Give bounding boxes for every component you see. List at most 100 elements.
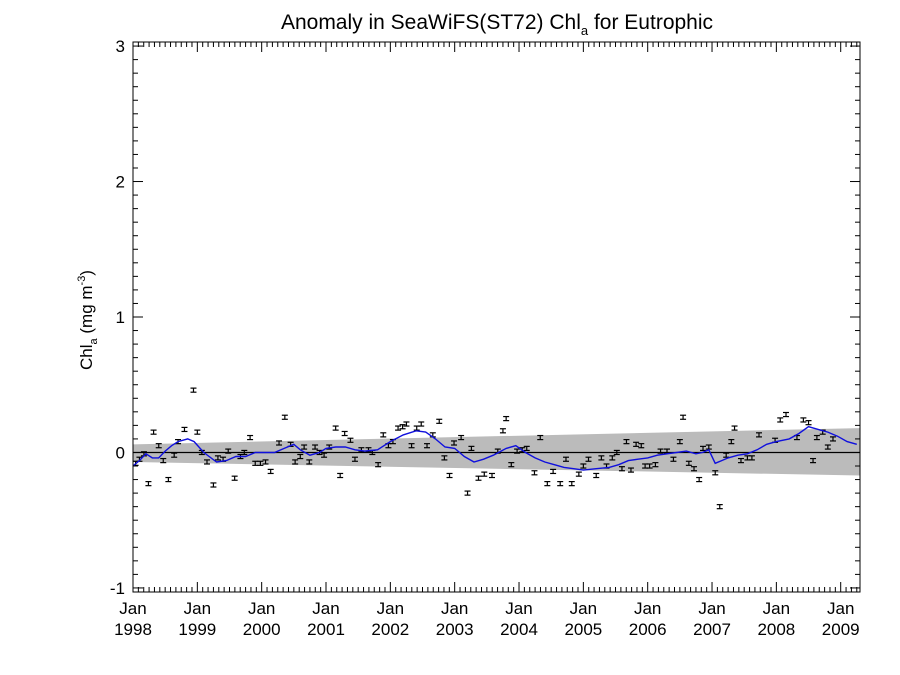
data-point (257, 460, 264, 466)
x-tick-label-year: 2002 (371, 620, 409, 639)
data-point (468, 445, 475, 452)
data-point (451, 440, 458, 446)
data-point (712, 470, 719, 476)
data-point (441, 455, 448, 461)
data-point (685, 460, 692, 466)
data-point (418, 421, 425, 427)
data-point (680, 414, 687, 420)
y-axis-label: Chla (mg m-3) (76, 270, 100, 370)
data-point (475, 475, 482, 481)
data-point (829, 436, 836, 442)
data-point (824, 444, 831, 450)
data-point (413, 425, 420, 431)
chart-title-subscript: a (581, 23, 589, 38)
data-point (728, 438, 735, 445)
data-point (488, 472, 495, 479)
data-point (252, 460, 259, 466)
data-point (458, 434, 465, 441)
data-point (585, 456, 592, 462)
data-point (575, 471, 582, 477)
y-axis-label-subscript: a (88, 337, 100, 344)
y-axis-label-group: Chla (mg m-3) (76, 270, 100, 370)
y-axis-label-units-close: ) (77, 270, 96, 276)
x-tick-label-month: Jan (827, 599, 854, 618)
data-point (155, 443, 162, 449)
data-point (800, 417, 807, 423)
x-tick-label-year: 2003 (436, 620, 474, 639)
data-point (395, 425, 402, 431)
data-point (783, 411, 790, 418)
data-point (165, 476, 172, 483)
data-point (646, 463, 653, 469)
data-point (267, 468, 274, 475)
x-tick-label-month: Jan (634, 599, 661, 618)
data-point (531, 470, 538, 476)
data-point (297, 453, 304, 460)
axes: -1 0 1 2 3 Jan 1998 Jan 1999 Jan 2000 Jan 2001 Jan 200… (110, 37, 861, 639)
data-point (160, 457, 167, 464)
data-point (181, 426, 188, 433)
data-point (312, 444, 319, 450)
x-tick-label-month: Jan (377, 599, 404, 618)
data-point (537, 434, 544, 441)
data-point (633, 441, 640, 447)
data-point (436, 418, 443, 424)
data-point (499, 428, 506, 434)
data-point (347, 437, 354, 443)
data-point (557, 480, 564, 487)
data-point (281, 414, 288, 420)
data-point (755, 432, 762, 438)
x-tick-label-year: 2006 (629, 620, 667, 639)
data-point (481, 471, 488, 477)
data-point (375, 462, 382, 468)
data-point (810, 457, 817, 464)
x-tick-label-year: 2000 (243, 620, 281, 639)
x-tick-label-year: 2001 (307, 620, 345, 639)
data-point (523, 445, 530, 452)
smoothed-line (133, 425, 857, 471)
data-point (247, 434, 254, 441)
data-point (194, 429, 201, 435)
x-tick-label-month: Jan (763, 599, 790, 618)
data-point (550, 468, 557, 475)
data-point (403, 421, 410, 427)
plot-area (133, 387, 860, 510)
data-point (424, 443, 431, 449)
data-point (805, 420, 812, 426)
data-point (408, 443, 415, 449)
data-point (638, 443, 645, 449)
y-tick-label: 1 (116, 308, 125, 327)
data-point (301, 444, 308, 450)
data-point (700, 445, 707, 452)
data-point (351, 456, 358, 462)
data-point (670, 456, 677, 462)
data-point (731, 425, 738, 431)
data-point (150, 429, 157, 435)
data-point (241, 449, 248, 456)
data-point (618, 466, 625, 472)
x-tick-label-month: Jan (312, 599, 339, 618)
data-point (676, 438, 683, 445)
data-point (145, 480, 152, 487)
data-point (321, 452, 328, 458)
data-point (613, 449, 620, 456)
y-axis-label-main: Chl (77, 344, 96, 370)
chart-title-tail: for Eutrophic (588, 11, 713, 34)
y-tick-label: 0 (116, 443, 125, 462)
plot-frame (132, 41, 861, 593)
x-tick-label-year: 1999 (178, 620, 216, 639)
x-tick-label-month: Jan (119, 599, 146, 618)
x-tick-label-month: Jan (441, 599, 468, 618)
data-point (623, 438, 630, 445)
x-tick-label-year: 1998 (114, 620, 152, 639)
plot-inner (133, 387, 860, 510)
x-tick-label-year: 2004 (500, 620, 538, 639)
x-tick-label-year: 2009 (822, 620, 860, 639)
data-point (544, 480, 551, 487)
data-point (508, 462, 515, 468)
data-point (292, 459, 299, 465)
data-point (514, 448, 521, 454)
data-point (306, 459, 313, 465)
data-point (598, 455, 605, 461)
x-tick-label-year: 2008 (757, 620, 795, 639)
